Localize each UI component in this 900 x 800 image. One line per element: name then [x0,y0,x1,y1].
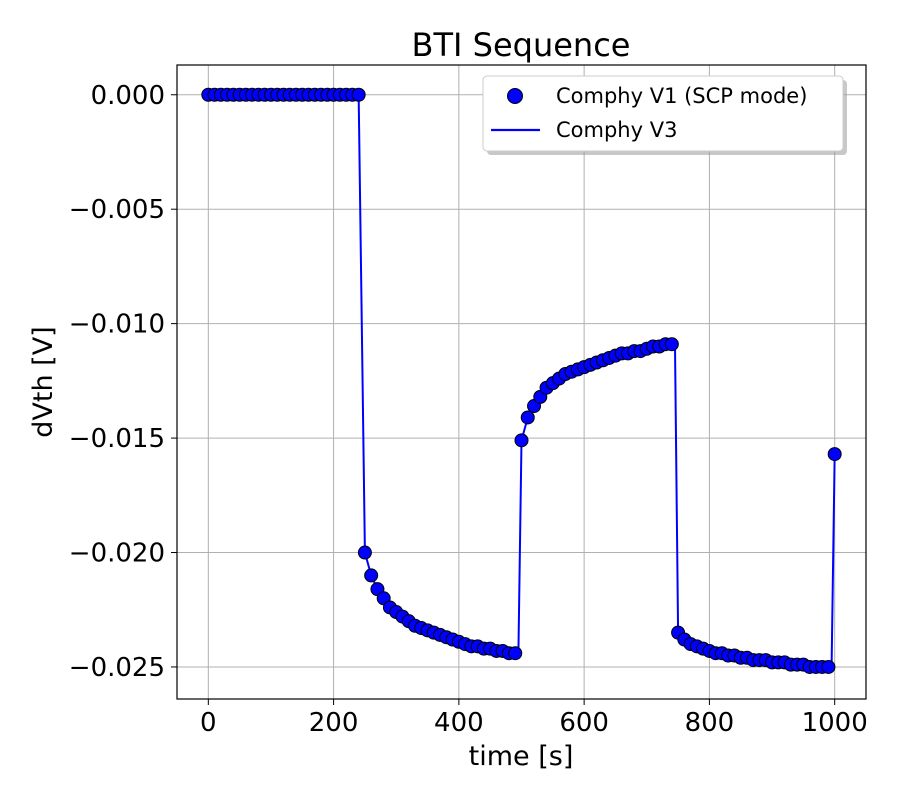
y-tick-label: −0.010 [69,310,165,340]
x-tick-label: 0 [200,708,217,738]
x-tick-label: 600 [559,708,609,738]
y-tick-label: −0.005 [69,195,165,225]
plot-frame [176,64,867,700]
y-tick-label: 0.000 [91,81,165,111]
legend: Comphy V1 (SCP mode) Comphy V3 [482,75,847,155]
x-tick-label: 400 [434,708,484,738]
grid [177,65,866,699]
x-tick-label: 200 [309,708,359,738]
comphy-v1-point [508,646,523,661]
y-tick-label: −0.015 [69,424,165,454]
comphy-v1-point [357,545,372,560]
marker-series-layer [201,87,842,674]
x-tick-label: 1000 [802,708,868,738]
chart-title: BTI Sequence [412,26,631,64]
legend-label-v1: Comphy V1 (SCP mode) [556,84,807,108]
legend-box [482,75,844,152]
y-ticks: 0.000 −0.005 −0.010 −0.015 −0.020 −0.025 [69,81,177,683]
comphy-v3-line [208,93,836,671]
x-tick-label: 800 [685,708,735,738]
comphy-v1-point [821,659,836,674]
line-series-layer [208,93,836,671]
y-tick-label: −0.025 [69,653,165,683]
y-tick-label: −0.020 [69,539,165,569]
comphy-v1-point [514,433,529,448]
comphy-v1-point [827,447,842,462]
legend-marker-icon [507,88,523,104]
x-axis-label: time [s] [469,741,574,772]
legend-label-v3: Comphy V3 [556,118,677,142]
comphy-v1-point [520,410,535,425]
comphy-v1-point [351,87,366,102]
x-ticks: 0 200 400 600 800 1000 [200,699,868,738]
y-axis-label: dVth [V] [28,326,59,437]
comphy-v1-point [364,568,379,583]
comphy-v1-point [664,337,679,352]
